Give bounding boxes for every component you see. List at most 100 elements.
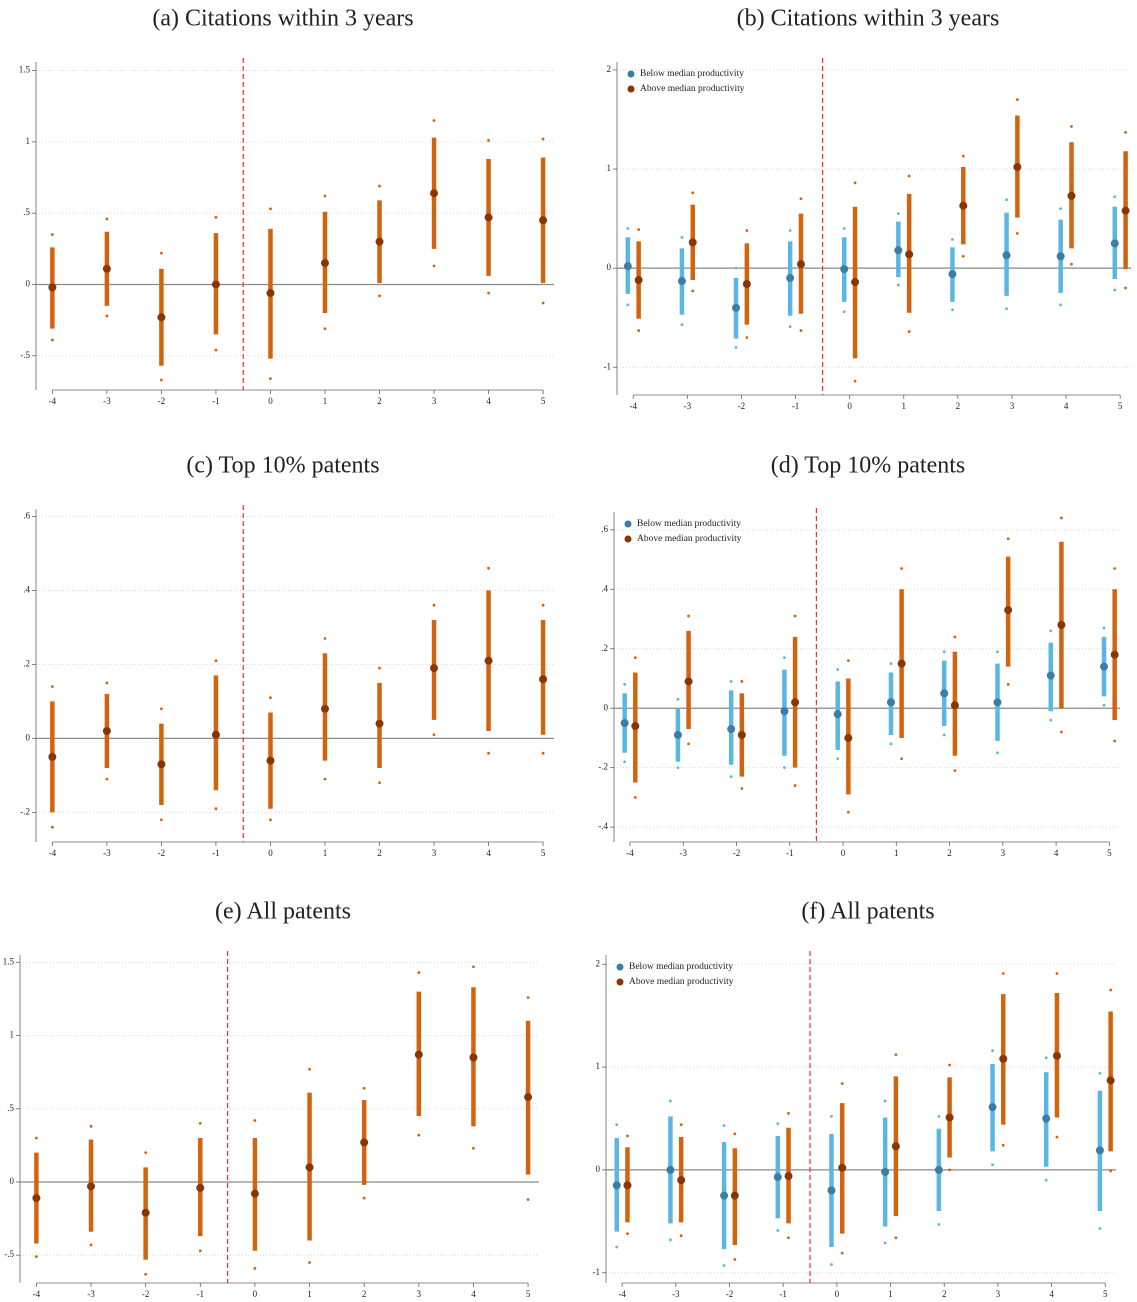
x-tick-label: -1 (792, 401, 800, 411)
ci95-low-dot (953, 769, 957, 773)
ci95-low-dot (1113, 739, 1117, 743)
ci95-high-dot (160, 707, 163, 711)
ci95-high-dot (432, 603, 436, 607)
x-tick-label: -2 (726, 1289, 734, 1299)
x-tick-label: -4 (629, 401, 637, 411)
point-estimate (360, 1138, 369, 1147)
ci95-high-dot (526, 996, 530, 999)
ci95-high-dot (953, 635, 957, 639)
ci95-low-dot (269, 818, 272, 822)
ci95-high-dot (105, 681, 109, 685)
x-tick-label: -1 (212, 848, 220, 858)
ci95-low-dot (722, 1264, 726, 1267)
ci95-low-dot (776, 1229, 780, 1232)
ci95-low-dot (323, 777, 327, 781)
ci95-low-dot (1109, 1169, 1113, 1173)
ci95-high-dot (740, 680, 744, 683)
y-tick-label: .6 (601, 524, 608, 534)
point-estimate (881, 1167, 890, 1176)
ci95-low-dot (687, 742, 690, 746)
ci95-high-dot (541, 603, 545, 607)
ci95-high-dot (323, 637, 327, 640)
ci95-high-dot (50, 233, 54, 236)
x-tick-label: -3 (679, 848, 687, 858)
x-tick-label: 4 (471, 1289, 476, 1299)
ci95-low-dot (907, 330, 911, 333)
point-estimate (634, 276, 643, 285)
y-tick-label: 0 (10, 1176, 15, 1186)
x-tick-label: -4 (33, 1289, 41, 1299)
x-tick-label: 3 (432, 848, 437, 858)
point-estimate (891, 1142, 900, 1151)
x-tick-label: 5 (526, 1289, 531, 1299)
y-tick-label: -.2 (20, 806, 30, 816)
ci95-high-dot (417, 971, 421, 974)
x-tick-label: 3 (1001, 848, 1006, 858)
ci95-low-dot (961, 254, 965, 258)
ci95-low-dot (836, 757, 840, 761)
ci95-low-dot (472, 1146, 475, 1150)
point-estimate (905, 250, 914, 259)
ci95-low-dot (362, 1196, 366, 1200)
ci95-high-dot (951, 238, 954, 241)
ci95-high-dot (1113, 567, 1117, 570)
point-estimate (102, 264, 111, 273)
y-tick-label: 0 (607, 262, 612, 272)
ci95-low-dot (105, 314, 109, 318)
ci95-high-dot (308, 1067, 311, 1071)
point-estimate (688, 238, 697, 247)
point-estimate (631, 722, 640, 731)
ci95-high-dot (50, 685, 54, 688)
legend-swatch (616, 963, 624, 971)
ci95-high-dot (1005, 198, 1008, 202)
ci95-low-dot (214, 348, 218, 352)
x-tick-label: -4 (618, 1289, 626, 1299)
y-tick-label: .2 (601, 643, 608, 653)
ci95-high-dot (991, 1049, 994, 1053)
ci95-low-dot (323, 327, 327, 331)
x-tick-label: 3 (1010, 401, 1015, 411)
ci95-low-dot (615, 1245, 619, 1249)
ci95-low-dot (541, 301, 545, 305)
ci95-high-dot (729, 680, 733, 683)
ci95-high-dot (626, 227, 630, 230)
x-tick-label: 4 (1064, 401, 1069, 411)
x-tick-label: 5 (1103, 1289, 1108, 1299)
point-estimate (469, 1053, 478, 1062)
x-tick-label: -3 (103, 396, 111, 406)
ci95-high-dot (1102, 626, 1106, 630)
ci95-high-dot (788, 229, 792, 232)
point-estimate (539, 675, 548, 684)
ci95-low-dot (740, 787, 744, 790)
y-tick-label: 0 (26, 279, 31, 289)
point-estimate (48, 283, 57, 292)
ci95-low-dot (680, 323, 684, 327)
ci95-low-dot (900, 757, 904, 761)
legend-label: Below median productivity (629, 962, 733, 972)
y-tick-label: .2 (23, 658, 30, 668)
ci95-low-dot (1049, 718, 1053, 722)
ci95-low-dot (669, 1238, 672, 1242)
point-estimate (945, 1113, 954, 1122)
ci95-high-dot (623, 683, 627, 686)
ci95-low-dot (996, 751, 999, 755)
legend-swatch (627, 85, 635, 93)
panel-title: (c) Top 10% patents (186, 453, 379, 479)
point-estimate (886, 698, 895, 707)
ci95-high-dot (214, 659, 218, 663)
ci95-high-dot (745, 229, 749, 232)
ci95-high-dot (846, 659, 850, 663)
ci95-high-dot (733, 1132, 737, 1136)
ci95-low-dot (626, 1232, 629, 1236)
ci95-low-dot (783, 766, 786, 770)
ci95-low-dot (253, 1266, 257, 1270)
ci95-high-dot (900, 567, 904, 570)
point-estimate (375, 237, 384, 246)
ci95-low-dot (308, 1261, 311, 1264)
ci95-high-dot (842, 227, 846, 230)
x-tick-label: -3 (87, 1289, 95, 1299)
legend-label: Above median productivity (637, 534, 742, 544)
ci95-high-dot (160, 251, 163, 255)
ci95-low-dot (729, 775, 733, 778)
ci95-high-dot (541, 137, 545, 141)
